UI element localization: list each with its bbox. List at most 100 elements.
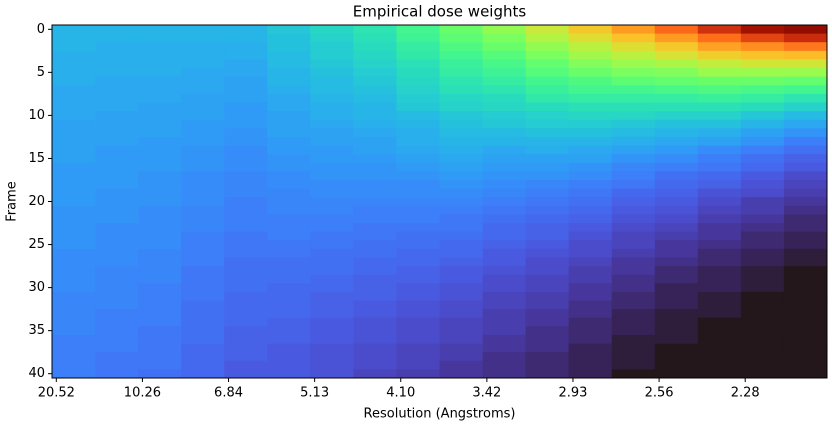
heatmap-cell bbox=[439, 154, 483, 164]
heatmap-cell bbox=[611, 188, 656, 198]
heatmap-cell bbox=[783, 352, 828, 362]
heatmap-cell bbox=[138, 93, 182, 103]
heatmap-cell bbox=[138, 102, 182, 112]
heatmap-cell bbox=[95, 360, 139, 370]
heatmap-cell bbox=[224, 343, 268, 353]
heatmap-cell bbox=[181, 352, 225, 362]
heatmap-cell bbox=[224, 33, 268, 43]
heatmap-cell bbox=[611, 309, 656, 319]
heatmap-cell bbox=[52, 300, 96, 310]
heatmap-cell bbox=[95, 266, 139, 276]
heatmap-cell bbox=[138, 274, 182, 284]
heatmap-cell bbox=[310, 214, 354, 224]
heatmap-cell bbox=[783, 291, 828, 301]
heatmap-cell bbox=[697, 145, 742, 155]
heatmap-cell bbox=[611, 50, 656, 60]
heatmap-cell bbox=[353, 248, 397, 258]
heatmap-cell bbox=[568, 111, 613, 121]
heatmap-cell bbox=[138, 291, 182, 301]
heatmap-cell bbox=[611, 93, 656, 103]
heatmap-cell bbox=[95, 257, 139, 267]
heatmap-cell bbox=[525, 179, 570, 189]
heatmap-cell bbox=[525, 309, 570, 319]
heatmap-cell bbox=[697, 266, 742, 276]
heatmap-cell bbox=[52, 102, 96, 112]
heatmap-cell bbox=[568, 179, 613, 189]
heatmap-cell bbox=[310, 85, 354, 95]
heatmap-cell bbox=[52, 50, 96, 60]
heatmap-cell bbox=[95, 300, 139, 310]
heatmap-cell bbox=[568, 223, 613, 233]
heatmap-cell bbox=[353, 223, 397, 233]
heatmap-cell bbox=[568, 274, 613, 284]
heatmap-cell bbox=[310, 343, 354, 353]
heatmap-cell bbox=[568, 326, 613, 336]
heatmap-cell bbox=[568, 128, 613, 138]
heatmap-cell bbox=[611, 317, 656, 327]
heatmap-cell bbox=[783, 85, 828, 95]
heatmap-cell bbox=[224, 59, 268, 69]
x-tick-label: 3.42 bbox=[472, 386, 501, 401]
heatmap-cell bbox=[353, 205, 397, 215]
heatmap-cell bbox=[224, 369, 268, 379]
heatmap-cell bbox=[482, 25, 527, 35]
heatmap-cell bbox=[138, 85, 182, 95]
heatmap-cell bbox=[783, 266, 828, 276]
heatmap-cell bbox=[310, 369, 354, 379]
heatmap-cell bbox=[52, 326, 96, 336]
heatmap-cell bbox=[95, 291, 139, 301]
heatmap-cell bbox=[525, 85, 570, 95]
heatmap-cell bbox=[611, 369, 656, 379]
heatmap-cell bbox=[181, 274, 225, 284]
heatmap-cell bbox=[482, 93, 527, 103]
heatmap-cell bbox=[310, 283, 354, 293]
heatmap-cell bbox=[353, 25, 397, 35]
heatmap-cell bbox=[310, 266, 354, 276]
heatmap-cell bbox=[138, 317, 182, 327]
heatmap-cell bbox=[525, 300, 570, 310]
heatmap-cell bbox=[353, 171, 397, 181]
heatmap-cell bbox=[353, 283, 397, 293]
heatmap-cell bbox=[181, 76, 225, 86]
heatmap-cell bbox=[353, 369, 397, 379]
heatmap-cell bbox=[181, 291, 225, 301]
heatmap-cell bbox=[740, 102, 785, 112]
heatmap-cell bbox=[439, 68, 483, 78]
heatmap-cell bbox=[568, 42, 613, 52]
heatmap-cell bbox=[740, 266, 785, 276]
heatmap-cell bbox=[353, 300, 397, 310]
heatmap-cell bbox=[396, 102, 440, 112]
heatmap-cell bbox=[783, 188, 828, 198]
heatmap-cell bbox=[482, 197, 527, 207]
heatmap-cell bbox=[568, 360, 613, 370]
heatmap-cell bbox=[267, 188, 311, 198]
heatmap-cell bbox=[439, 119, 483, 129]
heatmap-cell bbox=[568, 283, 613, 293]
heatmap-cell bbox=[224, 231, 268, 241]
heatmap-cell bbox=[396, 162, 440, 172]
heatmap-cell bbox=[267, 283, 311, 293]
heatmap-cell bbox=[310, 223, 354, 233]
heatmap-cell bbox=[439, 42, 483, 52]
heatmap-cell bbox=[396, 300, 440, 310]
heatmap-cell bbox=[138, 145, 182, 155]
heatmap-cell bbox=[783, 334, 828, 344]
heatmap-cell bbox=[568, 205, 613, 215]
heatmap-cell bbox=[138, 283, 182, 293]
heatmap-cell bbox=[224, 334, 268, 344]
heatmap-cell bbox=[267, 231, 311, 241]
heatmap-cell bbox=[181, 369, 225, 379]
heatmap-cell bbox=[697, 171, 742, 181]
heatmap-cell bbox=[353, 240, 397, 250]
heatmap-cell bbox=[654, 111, 699, 121]
heatmap-cell bbox=[740, 334, 785, 344]
heatmap-cell bbox=[568, 300, 613, 310]
heatmap-cell bbox=[95, 93, 139, 103]
heatmap-cell bbox=[138, 119, 182, 129]
heatmap-cell bbox=[353, 188, 397, 198]
heatmap-cell bbox=[697, 240, 742, 250]
heatmap-cell bbox=[138, 154, 182, 164]
heatmap-cell bbox=[396, 68, 440, 78]
heatmap-cell bbox=[181, 231, 225, 241]
heatmap-cell bbox=[52, 33, 96, 43]
